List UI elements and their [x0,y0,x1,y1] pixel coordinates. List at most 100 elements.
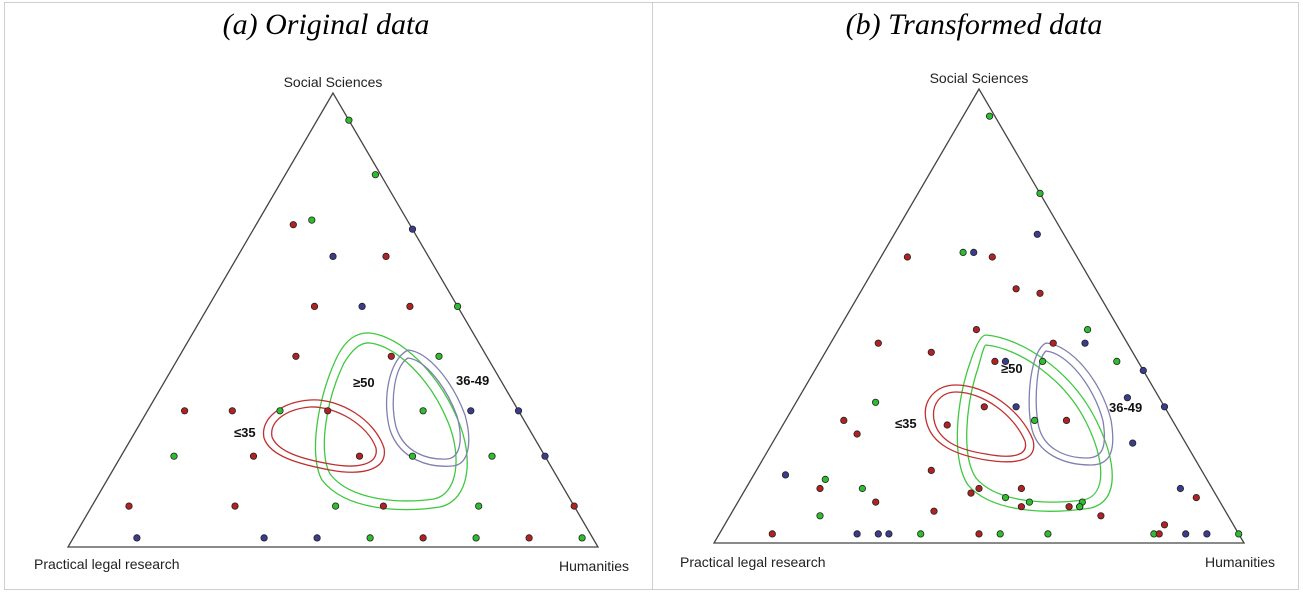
data-point-g36_49-8 [358,302,366,310]
data-point-ge50-0 [345,116,353,124]
data-point-le35-28 [231,502,239,510]
data-point-ge50-50 [1076,503,1084,511]
data-point-le35-7 [1012,285,1020,293]
data-point-g36_49-17 [1081,339,1089,347]
data-point-le35-7 [310,302,319,310]
ternary-plot-original: Social Sciences Practical legal research… [34,74,629,574]
data-point-le35-36 [975,484,983,493]
data-point-g36_49-26 [541,452,549,460]
data-point-le35-51 [1097,512,1105,520]
contour-36-49-inner [1035,350,1106,459]
data-point-ge50-1 [1036,189,1044,197]
data-point-le35-12 [387,352,395,360]
data-point-ge50-18 [1113,357,1121,365]
data-point-le35-32 [570,502,578,510]
data-point-le35-12 [927,348,935,356]
data-point-le35-3 [903,253,911,261]
data-point-g36_49-32 [781,471,790,479]
data-point-le35-13 [991,357,999,365]
vertex-label-top: Social Sciences [284,74,383,90]
data-point-g36_49-19 [467,407,475,415]
data-point-le35-48 [872,498,880,506]
data-point-g36_49-4 [408,225,417,233]
data-point-g36_49-43 [1176,484,1185,493]
data-point-le35-39 [525,534,533,542]
data-point-le35-17 [324,407,332,415]
vertex-label-left: Practical legal research [34,556,180,572]
contour-36-49-inner [392,357,461,460]
data-point-le35-30 [379,502,387,510]
data-point-ge50-9 [1083,325,1092,334]
data-point-le35-53 [768,530,776,538]
data-point-g36_49-21 [1160,403,1169,411]
data-point-le35-41 [1065,503,1073,511]
panel-divider [652,2,653,590]
vertex-label-left: Practical legal research [680,554,826,570]
group-label-ge50: ≥50 [1001,361,1023,376]
data-point-le35-6 [382,252,390,260]
data-point-ge50-18 [419,407,427,415]
data-point-ge50-65 [1235,530,1243,538]
data-point-le35-11 [292,352,300,360]
contour-le35 [924,384,1035,463]
contour-ge50-inner [323,342,457,502]
data-point-g36_49-30 [1129,439,1137,447]
data-point-le35-62 [1155,530,1163,538]
data-point-g36_49-14 [1001,357,1010,365]
data-point-ge50-35 [858,484,866,493]
data-point-g36_49-5 [970,248,978,256]
data-point-g36_49-56 [885,530,893,538]
contour-36-49 [385,349,470,467]
data-point-ge50-25 [488,452,496,460]
data-point-le35-25 [943,421,951,429]
contour-36-49 [1028,342,1114,466]
contour-le35-inner [932,391,1027,457]
group-label-36-49: 36-49 [1109,400,1142,415]
points-original [125,116,586,542]
data-point-ge50-57 [917,530,925,538]
data-point-g36_49-19 [1139,366,1147,375]
ternary-triangle [712,87,1246,544]
data-point-ge50-40 [578,534,586,542]
data-point-le35-11 [874,339,882,347]
data-point-g36_49-34 [260,534,268,542]
data-point-g36_49-63 [1182,530,1190,538]
data-point-ge50-13 [435,352,443,360]
data-point-le35-52 [1160,521,1169,529]
data-point-le35-6 [988,253,996,261]
contours-transformed [924,334,1114,512]
contours-original [262,332,470,511]
data-point-g36_49-35 [313,534,321,542]
vertex-label-top: Social Sciences [930,70,1029,86]
data-point-le35-15 [228,407,236,415]
data-point-ge50-33 [821,475,829,483]
data-point-ge50-24 [408,452,417,460]
data-point-le35-10 [972,325,980,334]
data-point-ge50-10 [453,302,462,310]
data-point-ge50-60 [1044,530,1052,538]
vertex-label-right: Humanities [559,558,629,574]
data-point-g36_49-27 [1012,403,1020,411]
data-point-ge50-15 [1038,357,1047,365]
data-point-le35-23 [840,416,848,424]
data-point-le35-29 [1062,416,1071,424]
data-point-g36_49-64 [1203,530,1211,538]
data-point-le35-8 [1036,289,1044,297]
data-point-ge50-0 [985,112,994,120]
data-point-g36_49-20 [1123,394,1131,402]
contour-ge50 [956,334,1113,512]
ternary-triangle [66,91,600,548]
data-point-ge50-38 [1001,493,1010,502]
group-label-le35: ≤35 [895,416,917,431]
data-point-ge50-22 [872,398,880,406]
vertex-label-right: Humanities [1205,554,1275,570]
data-point-le35-37 [1017,484,1025,493]
data-point-le35-37 [419,534,427,542]
data-point-le35-46 [930,507,938,515]
data-point-ge50-3 [308,216,316,224]
figure-frame [4,2,1299,590]
data-point-g36_49-5 [329,252,337,260]
data-point-ge50-38 [472,534,480,542]
data-point-le35-31 [927,466,935,474]
data-point-ge50-31 [475,502,483,510]
